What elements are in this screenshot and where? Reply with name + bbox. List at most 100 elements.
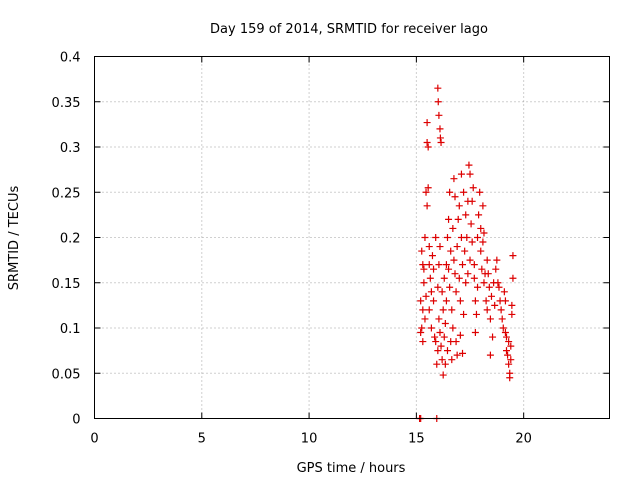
data-point xyxy=(460,310,468,318)
data-point xyxy=(423,202,431,210)
data-point xyxy=(508,310,516,318)
data-point xyxy=(509,252,517,260)
data-point xyxy=(439,306,447,314)
data-point xyxy=(500,288,508,296)
data-point xyxy=(469,184,477,192)
data-point xyxy=(465,161,473,169)
data-point xyxy=(442,261,450,269)
data-point xyxy=(430,265,438,273)
data-point xyxy=(452,338,460,346)
data-point xyxy=(425,306,433,314)
data-point xyxy=(491,301,499,309)
y-tick-label: 0.05 xyxy=(52,367,81,382)
data-point xyxy=(474,234,482,241)
data-point xyxy=(480,229,488,237)
data-point xyxy=(474,283,482,291)
data-point xyxy=(509,274,517,282)
data-point xyxy=(433,360,441,368)
data-point xyxy=(440,274,448,282)
data-point xyxy=(418,247,426,255)
data-point xyxy=(426,274,434,282)
data-point xyxy=(489,333,497,341)
data-point xyxy=(464,270,472,278)
data-point xyxy=(470,274,478,282)
data-point xyxy=(442,297,450,305)
y-tick-label: 0 xyxy=(72,413,80,428)
x-tick-label: 10 xyxy=(301,432,318,447)
data-point xyxy=(478,265,486,273)
data-point xyxy=(477,224,485,232)
data-point xyxy=(428,252,436,260)
data-point xyxy=(451,270,459,278)
y-tick-label: 0.25 xyxy=(52,186,81,201)
data-point xyxy=(482,297,490,305)
data-point xyxy=(424,143,432,151)
data-point xyxy=(443,234,451,241)
data-point xyxy=(452,288,460,296)
data-point xyxy=(422,292,430,300)
data-point xyxy=(466,170,474,178)
x-tick-label: 15 xyxy=(408,432,425,447)
data-point xyxy=(494,279,502,287)
data-point xyxy=(457,170,465,178)
data-point xyxy=(499,324,507,332)
data-point xyxy=(445,215,453,223)
data-point xyxy=(446,188,454,196)
data-point xyxy=(417,329,425,337)
data-point xyxy=(436,329,444,337)
x-tick-label: 20 xyxy=(515,432,532,447)
data-point xyxy=(438,356,446,364)
data-points xyxy=(416,84,517,422)
data-point xyxy=(506,374,514,382)
data-point xyxy=(492,265,500,273)
data-point xyxy=(503,333,510,341)
data-point xyxy=(477,247,485,255)
y-tick-label: 0.2 xyxy=(60,232,81,247)
data-point xyxy=(434,98,442,106)
data-point xyxy=(427,288,435,296)
data-point xyxy=(470,261,478,269)
data-point xyxy=(455,202,463,210)
data-point xyxy=(435,111,443,119)
data-point xyxy=(450,175,458,183)
y-axis-label: SRMTID / TECUs xyxy=(7,186,22,291)
data-point xyxy=(425,261,433,269)
data-point xyxy=(436,134,444,142)
data-point xyxy=(463,234,471,241)
data-point xyxy=(449,224,457,232)
data-point xyxy=(436,125,444,133)
data-point xyxy=(505,360,513,368)
y-tick-label: 0.35 xyxy=(52,96,81,111)
data-point xyxy=(462,211,470,219)
data-point xyxy=(440,333,448,341)
data-point xyxy=(419,338,427,346)
data-point xyxy=(423,138,431,146)
data-point xyxy=(423,119,431,127)
axis-ticks: 0 0.05 0.1 0.15 0.2 0.25 0.3 0.35 0.4 0 5 10 15 20 xyxy=(52,51,610,447)
data-point xyxy=(471,329,479,337)
data-point xyxy=(446,283,454,291)
data-point xyxy=(432,338,440,346)
data-point xyxy=(456,331,464,339)
data-point xyxy=(432,234,440,241)
data-point xyxy=(434,84,442,92)
data-point xyxy=(421,234,429,241)
data-point xyxy=(418,324,426,332)
data-point xyxy=(422,188,430,196)
data-point xyxy=(497,306,505,314)
data-point xyxy=(419,306,427,314)
data-point xyxy=(438,288,446,296)
data-point xyxy=(484,270,492,278)
grid xyxy=(94,56,610,419)
data-point xyxy=(434,283,442,291)
data-point xyxy=(468,238,476,246)
data-point xyxy=(448,356,456,364)
data-point xyxy=(476,188,484,196)
data-point xyxy=(508,301,516,309)
data-point xyxy=(420,265,428,273)
data-point xyxy=(434,347,442,355)
data-point xyxy=(443,347,451,355)
data-point xyxy=(453,243,461,251)
data-point xyxy=(480,279,488,287)
